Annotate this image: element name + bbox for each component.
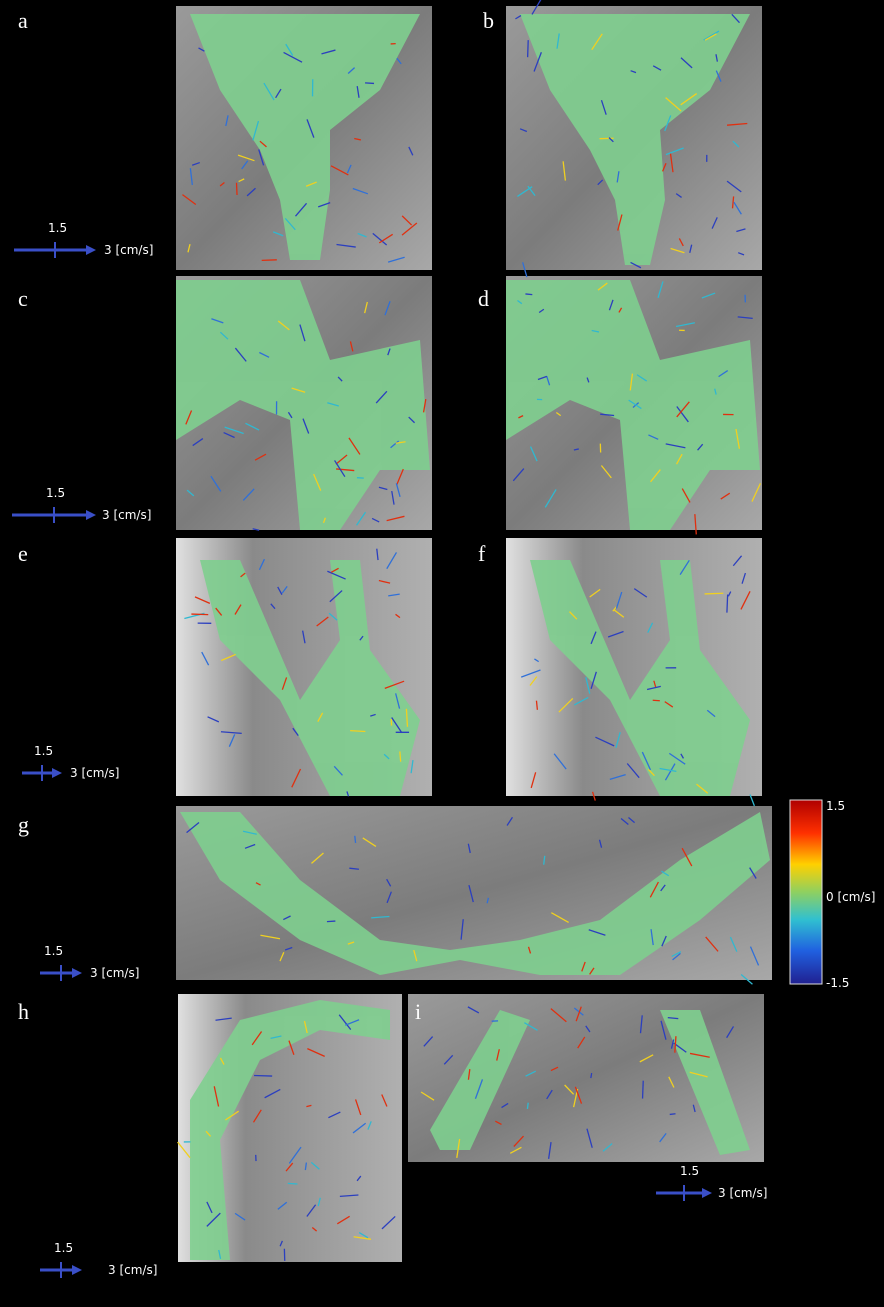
scale-unit: 3 [cm/s] — [90, 966, 139, 980]
scale-unit: 3 [cm/s] — [104, 243, 153, 257]
flow-vector — [262, 260, 277, 261]
panel-label: h — [18, 999, 29, 1024]
flow-vector — [191, 614, 208, 615]
scale-arrowhead — [72, 1265, 82, 1275]
panel-label: f — [478, 541, 486, 566]
flow-vector — [525, 294, 532, 295]
flow-vector — [527, 1103, 528, 1109]
panel-label: i — [415, 999, 421, 1024]
scale-unit: 3 [cm/s] — [102, 508, 151, 522]
flow-vector — [643, 1081, 644, 1099]
scale-magnitude: 1.5 — [44, 944, 63, 958]
flow-vector — [350, 731, 365, 732]
flow-vector — [327, 921, 335, 922]
panel-label: b — [483, 8, 494, 33]
flow-vector — [365, 83, 374, 84]
scale-magnitude: 1.5 — [48, 221, 67, 235]
scale-arrowhead — [52, 768, 62, 778]
scale-magnitude: 1.5 — [46, 486, 65, 500]
flow-vector — [705, 593, 724, 594]
colorbar: 1.5 0 [cm/s] -1.5 — [790, 799, 875, 990]
flow-vector — [727, 594, 728, 612]
scale-unit: 3 [cm/s] — [108, 1263, 157, 1277]
flow-vector — [237, 183, 238, 195]
scale-arrowhead — [72, 968, 82, 978]
scale-unit: 3 [cm/s] — [70, 766, 119, 780]
scale-magnitude: 1.5 — [34, 744, 53, 758]
scale-arrowhead — [702, 1188, 712, 1198]
scale-arrowhead — [86, 245, 96, 255]
flow-vector — [400, 751, 401, 761]
colorbar-gradient — [790, 800, 822, 984]
colorbar-max: 1.5 — [826, 799, 845, 813]
panel-label: c — [18, 286, 28, 311]
figure: 1.5 0 [cm/s] -1.5 a b c d e f g h i 1.5 3 [cm/s] 1… — [0, 0, 884, 1307]
flow-vector — [670, 1114, 676, 1115]
flow-vector — [288, 1183, 298, 1184]
flow-vector — [528, 40, 529, 57]
scale-unit: 3 [cm/s] — [718, 1186, 767, 1200]
colorbar-mid: 0 [cm/s] — [826, 890, 875, 904]
panel-label: d — [478, 286, 489, 311]
scale-arrowhead — [86, 510, 96, 520]
flow-vector — [254, 1076, 272, 1077]
scale-magnitude: 1.5 — [680, 1164, 699, 1178]
flow-vector — [750, 795, 754, 806]
panel-label: a — [18, 8, 28, 33]
panel-label: g — [18, 812, 29, 837]
scale-magnitude: 1.5 — [54, 1241, 73, 1255]
flow-vector — [355, 836, 356, 843]
colorbar-min: -1.5 — [826, 976, 849, 990]
flow-vector — [536, 701, 537, 710]
panel-label: e — [18, 541, 28, 566]
flow-vector — [591, 1073, 592, 1078]
